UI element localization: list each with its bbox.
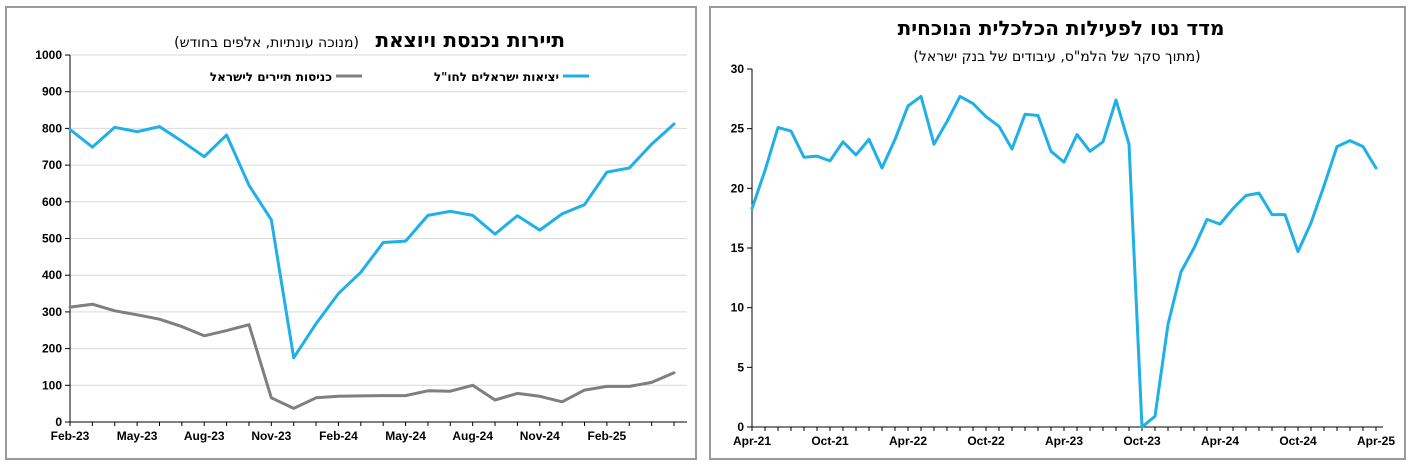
y-tick-label-0: 0	[55, 415, 62, 429]
x-tick-label-5: May-24	[385, 429, 426, 443]
x-tick-label-0: Feb-23	[51, 429, 90, 443]
tourism-chart-title: תיירות נכנסת ויוצאת	[375, 28, 565, 52]
x-tick-label-3: Oct-22	[967, 434, 1005, 448]
y-tick-label-5: 500	[42, 232, 62, 246]
tourism-series-lines	[68, 122, 676, 410]
y-tick-label-9: 900	[42, 85, 62, 99]
activity-chart-subtitle: (מתוך סקר של הלמ"ס, עיבודים של בנק ישראל…	[913, 49, 1200, 65]
y-tick-label-2: 200	[42, 342, 62, 356]
x-tick-label-6: Aug-24	[452, 429, 493, 443]
x-tick-label-6: Apr-24	[1201, 434, 1239, 448]
y-tick-label-10: 1000	[35, 48, 62, 62]
y-tick-label-3: 15	[731, 241, 745, 255]
right-series-line-0	[750, 94, 1378, 429]
x-tick-label-5: Oct-23	[1123, 434, 1161, 448]
y-tick-label-4: 400	[42, 268, 62, 282]
y-tick-label-0: 0	[737, 420, 744, 434]
left-series-line-1	[68, 302, 676, 410]
x-tick-label-2: Apr-22	[889, 434, 927, 448]
tourism-y-tick-labels: 0 100 200 300 400 500 600 700 800 900 1000	[35, 48, 62, 429]
tourism-axes	[65, 54, 687, 426]
x-tick-label-8: Feb-25	[588, 429, 627, 443]
activity-index-chart: מדד נטו לפעילות הכלכלית הנוכחית (מתוך סק…	[731, 16, 1396, 448]
y-tick-label-7: 700	[42, 158, 62, 172]
tourism-chart-subtitle: (מנוכה עונתיות, אלפים בחודש)	[174, 35, 359, 51]
x-tick-label-0: Apr-21	[733, 434, 771, 448]
tourism-legend: יציאות ישראלים לחו"ל כניסות תיירים לישרא…	[210, 70, 589, 84]
activity-y-tick-labels: 0 5 10 15 20 25 30	[731, 62, 745, 434]
x-tick-label-7: Oct-24	[1279, 434, 1317, 448]
y-tick-label-1: 5	[737, 360, 744, 374]
y-tick-label-2: 10	[731, 301, 745, 315]
tourism-chart: תיירות נכנסת ויוצאת (מנוכה עונתיות, אלפי…	[35, 28, 687, 443]
y-tick-label-3: 300	[42, 305, 62, 319]
chart-panel-tourism: תיירות נכנסת ויוצאת (מנוכה עונתיות, אלפי…	[5, 6, 697, 460]
y-tick-label-8: 800	[42, 121, 62, 135]
x-tick-label-7: Nov-24	[520, 429, 560, 443]
chart-panel-activity-index: מדד נטו לפעילות הכלכלית הנוכחית (מתוך סק…	[709, 6, 1406, 460]
legend-label-inbound: כניסות תיירים לישראל	[210, 70, 332, 84]
x-tick-label-2: Aug-23	[184, 429, 225, 443]
y-tick-label-6: 600	[42, 195, 62, 209]
x-tick-label-4: Feb-24	[319, 429, 358, 443]
y-tick-label-5: 25	[731, 122, 745, 136]
activity-series-lines	[750, 94, 1378, 429]
y-tick-label-6: 30	[731, 62, 745, 76]
x-tick-label-1: Oct-21	[811, 434, 849, 448]
activity-chart-title: מדד נטו לפעילות הכלכלית הנוכחית	[898, 16, 1225, 40]
x-tick-label-4: Apr-23	[1045, 434, 1083, 448]
activity-axes	[747, 68, 1383, 431]
activity-x-tick-labels: Apr-21 Oct-21 Apr-22 Oct-22 Apr-23 Oct-23 Apr-…	[733, 434, 1395, 448]
y-tick-label-4: 20	[731, 181, 745, 195]
tourism-gridlines	[70, 54, 687, 386]
x-tick-label-8: Apr-25	[1357, 434, 1395, 448]
tourism-x-tick-labels: Feb-23 May-23 Aug-23 Nov-23 Feb-24 May-24 Aug-…	[51, 429, 627, 443]
x-tick-label-3: Nov-23	[251, 429, 291, 443]
left-series-line-0	[68, 122, 676, 360]
y-tick-label-1: 100	[42, 378, 62, 392]
x-tick-label-1: May-23	[117, 429, 158, 443]
legend-label-outbound: יציאות ישראלים לחו"ל	[434, 70, 559, 84]
